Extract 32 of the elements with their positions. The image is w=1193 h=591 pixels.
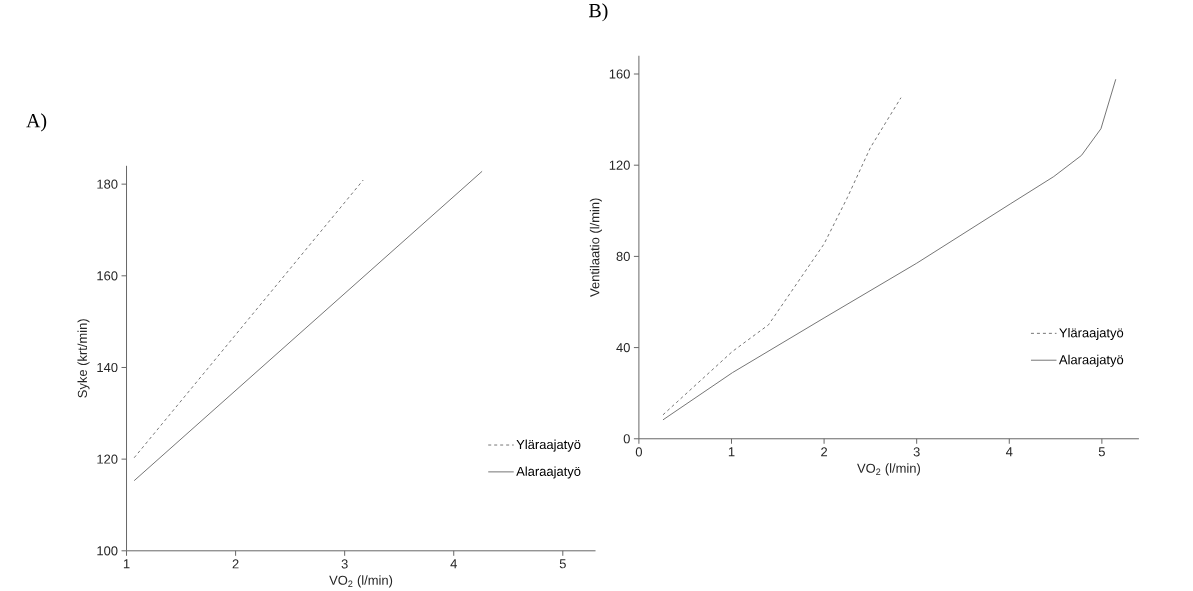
y-tick-label: 120 <box>97 454 118 464</box>
y-tick-label: 140 <box>97 363 118 373</box>
x-tick-label: 5 <box>559 559 566 569</box>
x-tick-label: 2 <box>821 447 828 457</box>
x-tick-label: 1 <box>728 447 735 457</box>
legend-label: Yläraajatyö <box>516 439 581 452</box>
y-tick-label: 80 <box>616 251 630 262</box>
y-axis-title: Ventilaatio (l/min) <box>589 198 602 298</box>
x-tick-label: 4 <box>450 559 457 569</box>
y-tick-label: 180 <box>97 179 118 189</box>
y-tick-label: 0 <box>623 434 630 444</box>
y-tick-label: 160 <box>609 69 630 79</box>
x-tick-label: 4 <box>1005 447 1013 457</box>
x-axis-title: VO$_{2}$ (l/min) <box>329 575 393 588</box>
x-tick-label: 1 <box>123 559 130 569</box>
legend-label: Alaraajatyö <box>516 466 581 479</box>
y-tick-label: 120 <box>609 160 630 170</box>
x-tick-label: 5 <box>1098 447 1105 457</box>
line-series <box>662 97 902 416</box>
y-axis-title: Syke (krt/min) <box>77 319 90 398</box>
y-tick-label: 100 <box>97 546 118 556</box>
chart-title: A) <box>26 113 47 132</box>
legend-label: Alaraajatyö <box>1058 354 1124 367</box>
y-tick-label: 160 <box>97 271 118 281</box>
x-tick-label: 3 <box>341 559 348 569</box>
y-tick-label: 40 <box>616 343 630 353</box>
legend-label: Yläraajatyö <box>1059 328 1124 341</box>
x-tick-label: 2 <box>232 559 239 569</box>
x-axis-title: VO$_{2}$ (l/min) <box>857 463 921 476</box>
x-tick-label: 0 <box>635 447 642 457</box>
chart-title: B) <box>589 3 608 22</box>
x-tick-label: 3 <box>913 447 920 457</box>
